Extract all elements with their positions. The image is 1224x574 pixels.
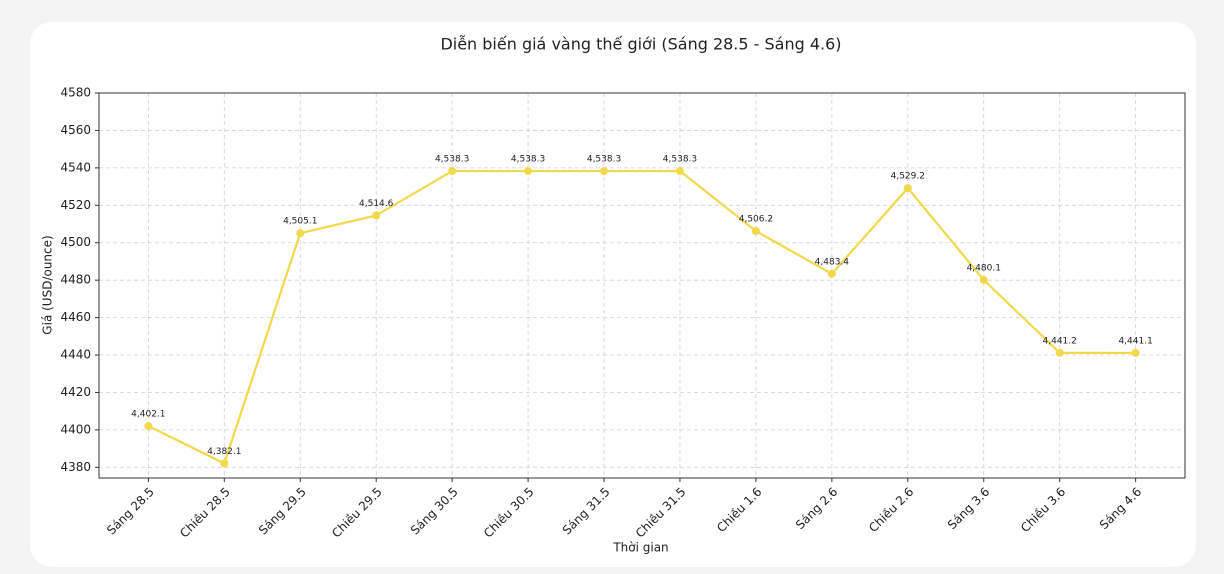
point xyxy=(372,211,381,220)
point xyxy=(751,227,760,236)
y-tick-label: 4440 xyxy=(60,348,91,362)
plot-frame xyxy=(98,92,1186,479)
x-tick-label: Chiều 31.5 xyxy=(633,485,689,541)
point xyxy=(448,167,457,176)
y-tick-label: 4480 xyxy=(60,273,91,287)
point xyxy=(600,167,609,176)
x-tick-label: Chiều 1.6 xyxy=(714,485,764,535)
y-axis-label: Giá (USD/ounce) xyxy=(41,235,55,334)
x-tick-label: Chiều 29.5 xyxy=(329,485,385,541)
card xyxy=(30,22,1196,567)
value-label: 4,529.2 xyxy=(891,172,925,182)
x-axis-label: Thời gian xyxy=(612,541,668,555)
x-tick-label: Sáng 30.5 xyxy=(408,485,461,538)
y-tick-label: 4420 xyxy=(60,385,91,399)
value-label: 4,441.2 xyxy=(1043,336,1077,346)
value-label: 4,382.1 xyxy=(207,447,241,457)
x-tick-label: Chiều 30.5 xyxy=(481,485,537,541)
value-label: 4,506.2 xyxy=(739,215,773,225)
y-tick-label: 4380 xyxy=(60,460,91,474)
point xyxy=(827,269,836,278)
line xyxy=(147,169,1136,465)
point xyxy=(524,167,533,176)
x-tick-label: Chiều 2.6 xyxy=(866,485,916,535)
x-tick-label: Chiều 28.5 xyxy=(177,485,233,541)
x-tick-label: Sáng 29.5 xyxy=(256,485,309,538)
value-label: 4,538.3 xyxy=(587,155,621,165)
value-label: 4,538.3 xyxy=(663,155,697,165)
value-label: 4,514.6 xyxy=(359,199,394,209)
value-label: 4,538.3 xyxy=(435,155,469,165)
point xyxy=(220,459,229,468)
point xyxy=(979,275,988,284)
value-label: 4,441.1 xyxy=(1118,336,1152,346)
y-tick-label: 4500 xyxy=(60,235,91,249)
y-tick-label: 4520 xyxy=(60,198,91,212)
y-tick-label: 4400 xyxy=(60,422,91,436)
point xyxy=(296,229,305,238)
point xyxy=(675,167,684,176)
x-tick-label: Sáng 4.6 xyxy=(1097,485,1144,532)
x-tick-label: Chiều 3.6 xyxy=(1018,485,1068,535)
value-label: 4,480.1 xyxy=(967,263,1001,273)
value-label: 4,483.4 xyxy=(815,257,850,267)
x-tick-label: Sáng 31.5 xyxy=(560,485,613,538)
y-tick-label: 4560 xyxy=(60,123,91,137)
y-tick-label: 4540 xyxy=(60,160,91,174)
x-tick-label: Sáng 2.6 xyxy=(793,485,840,532)
x-tick-label: Sáng 3.6 xyxy=(945,485,992,532)
point xyxy=(1055,348,1064,357)
chart-title: Diễn biến giá vàng thế giới (Sáng 28.5 -… xyxy=(440,35,841,54)
point xyxy=(903,184,912,193)
y-tick-label: 4460 xyxy=(60,310,91,324)
y-tick-label: 4580 xyxy=(60,86,91,100)
point xyxy=(1131,348,1140,357)
value-label: 4,538.3 xyxy=(511,155,545,165)
value-label: 4,505.1 xyxy=(283,217,317,227)
value-label: 4,402.1 xyxy=(131,409,165,419)
point xyxy=(144,421,153,430)
x-tick-label: Sáng 28.5 xyxy=(104,485,157,538)
